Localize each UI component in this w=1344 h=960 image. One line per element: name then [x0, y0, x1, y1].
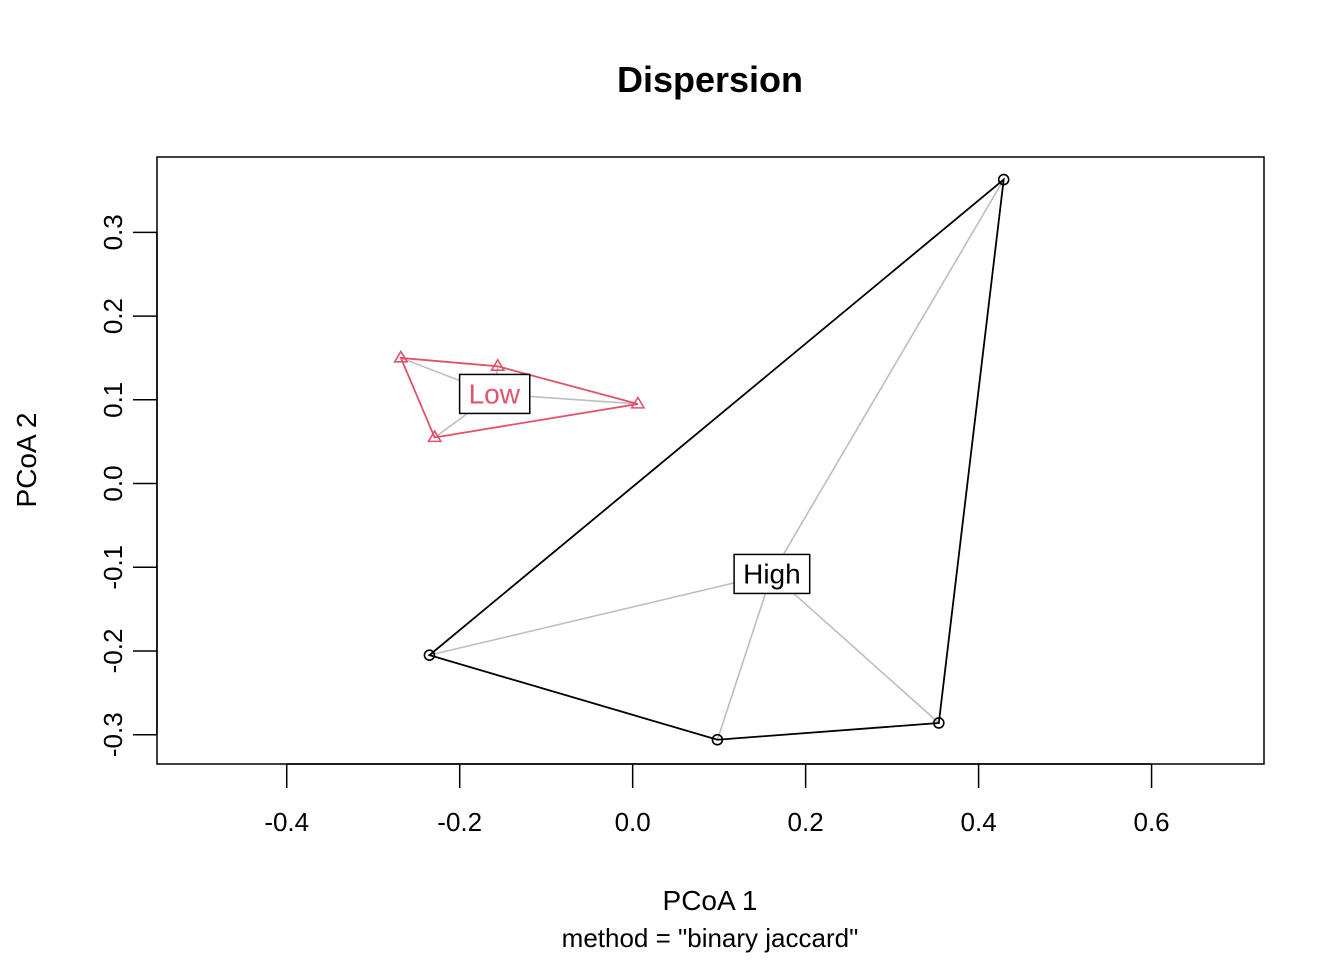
group-label-high: High: [733, 553, 811, 595]
group-labels: Low High: [458, 373, 811, 595]
hull-low: [399, 356, 639, 439]
point-high: [423, 649, 436, 661]
point-low: [427, 429, 443, 443]
group-label-text-high: High: [743, 558, 801, 589]
x-tick-label: 0.0: [615, 807, 651, 837]
y-tick-label: 0.1: [98, 382, 128, 418]
spider-line-high: [429, 573, 773, 656]
plot-frame: [156, 156, 1265, 765]
x-axis-subtitle: method = "binary jaccard": [562, 923, 859, 953]
spider-line-high: [771, 573, 940, 724]
y-axis-label: PCoA 2: [11, 413, 42, 508]
hull-polygons: [399, 177, 1005, 741]
x-tick-label: 0.2: [788, 807, 824, 837]
group-label-box-high: [733, 553, 811, 595]
y-tick-label: -0.1: [98, 545, 128, 590]
x-axis: -0.4 -0.2 0.0 0.2 0.4 0.6: [264, 763, 1170, 837]
point-high: [711, 733, 724, 746]
point-low: [490, 358, 506, 372]
x-tick-label: -0.2: [437, 807, 482, 837]
point-high: [997, 173, 1010, 186]
y-tick-label: -0.3: [98, 712, 128, 757]
y-tick-label: 0.3: [98, 214, 128, 250]
x-tick-label: -0.4: [264, 807, 309, 837]
point-low: [630, 395, 646, 409]
point-high: [933, 717, 945, 729]
spider-line-high: [716, 573, 773, 740]
chart-title: Dispersion: [617, 59, 803, 100]
group-label-low: Low: [458, 373, 531, 415]
y-axis: -0.3 -0.2 -0.1 0.0 0.1 0.2 0.3: [98, 214, 158, 757]
y-tick-label: 0.2: [98, 298, 128, 334]
spider-lines: [400, 179, 1005, 740]
hull-high: [427, 177, 1005, 741]
point-low: [393, 349, 409, 363]
y-tick-label: -0.2: [98, 629, 128, 674]
data-points: [393, 173, 1010, 746]
x-tick-label: 0.6: [1133, 807, 1169, 837]
x-axis-label: PCoA 1: [663, 885, 758, 916]
group-label-text-low: Low: [469, 378, 521, 409]
y-tick-label: 0.0: [98, 465, 128, 501]
x-tick-label: 0.4: [961, 807, 997, 837]
spider-line-high: [771, 179, 1005, 575]
group-label-box-low: [458, 373, 531, 415]
